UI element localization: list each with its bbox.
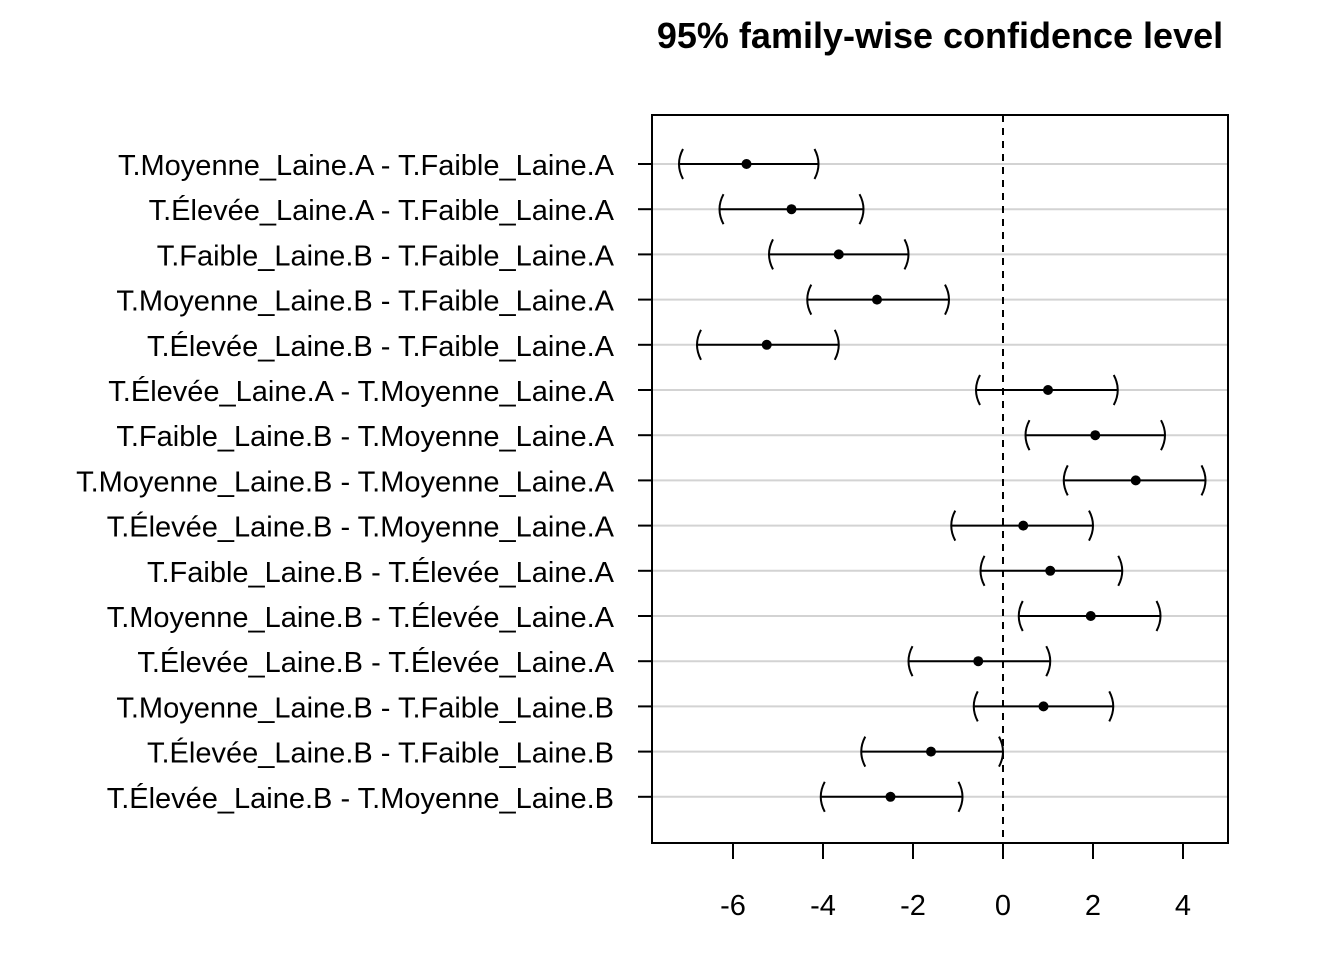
interval-lower-cap — [972, 690, 979, 722]
interval-lower-cap — [1062, 464, 1069, 496]
comparison-label: T.Moyenne_Laine.B - T.Faible_Laine.A — [116, 286, 614, 318]
interval-lower-cap — [975, 374, 981, 406]
interval-upper-cap — [1108, 690, 1115, 722]
point-estimate — [786, 204, 797, 215]
point-estimate — [973, 656, 984, 667]
x-tick-label: 4 — [1175, 890, 1191, 922]
interval-lower-cap — [678, 148, 684, 180]
point-estimate — [1090, 430, 1101, 441]
interval-lower-cap — [979, 555, 986, 587]
comparison-label: T.Élevée_Laine.B - T.Faible_Laine.A — [147, 330, 615, 363]
interval-upper-cap — [957, 781, 964, 813]
x-tick-label: 2 — [1085, 890, 1101, 922]
interval-upper-cap — [944, 284, 950, 316]
y-axis-labels: T.Moyenne_Laine.A - T.Faible_Laine.A T.Él… — [76, 150, 615, 815]
comparison-label: T.Moyenne_Laine.B - T.Faible_Laine.B — [116, 692, 614, 724]
interval-upper-cap — [813, 148, 820, 180]
comparison-label: T.Élevée_Laine.A - T.Faible_Laine.A — [149, 194, 615, 227]
interval-upper-cap — [833, 329, 840, 361]
x-axis: -6 -4 -2 0 2 4 — [638, 163, 1191, 922]
interval-lower-cap — [860, 736, 867, 768]
interval-lower-cap — [806, 284, 813, 316]
comparison-label: T.Élevée_Laine.B - T.Faible_Laine.B — [147, 737, 614, 770]
comparison-label: T.Élevée_Laine.B - T.Moyenne_Laine.B — [107, 782, 614, 815]
x-tick-label: -4 — [810, 890, 836, 922]
interval-lower-cap — [907, 645, 914, 677]
interval-lower-cap — [950, 510, 957, 542]
point-estimate — [926, 746, 936, 757]
x-tick-label: -2 — [900, 890, 926, 922]
plot-frame — [651, 114, 1229, 844]
point-estimate — [1130, 475, 1141, 486]
comparison-label: T.Faible_Laine.B - T.Faible_Laine.A — [157, 240, 615, 272]
comparison-label: T.Faible_Laine.B - T.Élevée_Laine.A — [147, 556, 615, 589]
point-estimate — [1038, 701, 1049, 712]
interval-upper-cap — [1112, 374, 1119, 406]
interval-upper-cap — [1160, 419, 1166, 451]
point-estimate — [741, 159, 752, 169]
interval-upper-cap — [858, 193, 865, 225]
point-estimate — [1045, 565, 1056, 576]
x-tick-label: 0 — [995, 890, 1011, 922]
interval-upper-cap — [1155, 600, 1162, 632]
interval-upper-cap — [1045, 645, 1052, 677]
interval-upper-cap — [1117, 555, 1124, 587]
point-estimate — [885, 791, 896, 802]
comparison-label: T.Faible_Laine.B - T.Moyenne_Laine.A — [116, 421, 614, 453]
point-estimate — [1085, 611, 1096, 621]
interval-lower-cap — [1017, 600, 1024, 632]
interval-upper-cap — [903, 238, 910, 270]
point-estimate — [761, 339, 772, 350]
interval-lower-cap — [696, 329, 702, 361]
interval-lower-cap — [768, 238, 774, 270]
interval-upper-cap — [998, 736, 1004, 768]
x-tick-label: -6 — [720, 890, 746, 922]
comparison-label: T.Moyenne_Laine.A - T.Faible_Laine.A — [118, 150, 615, 182]
comparison-label: T.Élevée_Laine.A - T.Moyenne_Laine.A — [108, 375, 614, 408]
point-estimate — [1043, 385, 1053, 395]
interval-upper-cap — [1200, 464, 1207, 496]
intervals — [678, 148, 1207, 813]
interval-upper-cap — [1088, 510, 1094, 542]
interval-lower-cap — [1024, 419, 1031, 451]
comparison-label: T.Élevée_Laine.B - T.Élevée_Laine.A — [137, 646, 614, 679]
comparison-label: T.Moyenne_Laine.B - T.Élevée_Laine.A — [107, 601, 615, 634]
point-estimate — [833, 249, 844, 260]
comparison-label: T.Moyenne_Laine.B - T.Moyenne_Laine.A — [76, 466, 615, 498]
comparison-label: T.Élevée_Laine.B - T.Moyenne_Laine.A — [107, 511, 615, 544]
interval-lower-cap — [819, 781, 826, 813]
interval-lower-cap — [718, 193, 725, 225]
point-estimate — [1018, 520, 1029, 531]
chart-title: 95% family-wise confidence level — [657, 15, 1223, 56]
point-estimate — [872, 294, 882, 305]
